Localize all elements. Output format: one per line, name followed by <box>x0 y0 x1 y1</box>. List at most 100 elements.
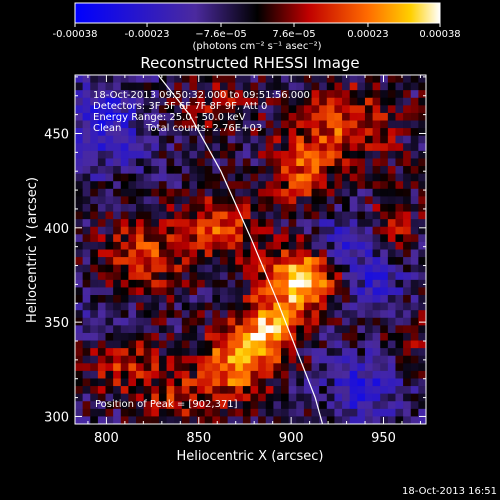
heatmap-pixel <box>242 393 251 402</box>
heatmap-pixel <box>364 340 373 349</box>
heatmap-pixel <box>403 295 412 304</box>
heatmap-pixel <box>296 378 305 387</box>
heatmap-pixel <box>273 211 282 220</box>
heatmap-pixel <box>357 393 366 402</box>
heatmap-pixel <box>158 378 167 387</box>
heatmap-pixel <box>90 332 99 341</box>
heatmap-pixel <box>143 166 152 175</box>
heatmap-pixel <box>319 143 328 152</box>
heatmap-pixel <box>219 241 229 250</box>
heatmap-pixel <box>395 158 404 167</box>
heatmap-pixel <box>380 264 389 273</box>
heatmap-pixel <box>242 264 251 273</box>
heatmap-pixel <box>250 173 259 182</box>
heatmap-pixel <box>204 279 213 288</box>
heatmap-pixel <box>151 173 160 182</box>
heatmap-pixel <box>288 287 297 296</box>
heatmap-pixel <box>128 408 137 417</box>
heatmap-pixel <box>166 279 175 288</box>
heatmap-pixel <box>120 120 129 129</box>
heatmap-pixel <box>334 226 343 235</box>
heatmap-pixel <box>403 181 412 190</box>
heatmap-pixel <box>235 302 244 311</box>
annotation-detectors: Detectors: 3F 5F 6F 7F 8F 9F, Att 0 <box>93 101 267 112</box>
heatmap-pixel <box>342 302 351 311</box>
heatmap-pixel <box>410 90 419 99</box>
heatmap-pixel <box>105 355 114 364</box>
heatmap-pixel <box>380 272 389 281</box>
heatmap-pixel <box>136 378 145 387</box>
heatmap-pixel <box>97 105 106 114</box>
heatmap-pixel <box>410 295 419 304</box>
x-axis: 800 850 900 950 <box>87 75 421 446</box>
heatmap-pixel <box>273 112 282 121</box>
heatmap-pixel <box>82 203 91 212</box>
heatmap-pixel <box>288 226 297 235</box>
heatmap-pixel <box>395 97 404 106</box>
heatmap-pixel <box>380 211 389 220</box>
heatmap-pixel <box>250 370 259 379</box>
heatmap-pixel <box>174 150 183 159</box>
heatmap-pixel <box>372 105 381 114</box>
heatmap-pixel <box>250 120 259 129</box>
heatmap-pixel <box>105 82 114 91</box>
heatmap-pixel <box>364 166 373 175</box>
heatmap-pixel <box>380 97 389 106</box>
heatmap-pixel <box>380 105 389 114</box>
heatmap-pixel <box>250 257 259 266</box>
heatmap-pixel <box>281 181 290 190</box>
heatmap-pixel <box>242 166 251 175</box>
heatmap-pixel <box>395 173 404 182</box>
heatmap-pixel <box>334 173 343 182</box>
heatmap-pixel <box>82 90 91 99</box>
heatmap-pixel <box>334 332 343 341</box>
heatmap-pixel <box>281 150 290 159</box>
heatmap-pixel <box>372 196 381 205</box>
heatmap-pixel <box>75 325 84 334</box>
heatmap-pixel <box>189 82 198 91</box>
heatmap-pixel <box>143 234 152 243</box>
heatmap-pixel <box>227 211 236 220</box>
heatmap-pixel <box>387 219 396 228</box>
heatmap-pixel <box>349 272 358 281</box>
heatmap-pixel <box>242 211 251 220</box>
heatmap-pixel <box>403 226 412 235</box>
heatmap-pixel <box>235 393 244 402</box>
heatmap-pixel <box>273 416 282 424</box>
heatmap-pixel <box>250 219 259 228</box>
heatmap-pixel <box>181 173 190 182</box>
heatmap-pixel <box>174 393 183 402</box>
heatmap-pixel <box>143 120 152 129</box>
heatmap-pixel <box>197 135 206 144</box>
heatmap-pixel <box>212 272 221 281</box>
heatmap-pixel <box>158 241 167 250</box>
heatmap-pixel <box>250 203 259 212</box>
heatmap-pixel <box>319 181 328 190</box>
heatmap-pixel <box>326 120 335 129</box>
heatmap-pixel <box>349 302 358 311</box>
heatmap-pixel <box>105 226 114 235</box>
heatmap-pixel <box>197 234 206 243</box>
heatmap-pixel <box>334 120 343 129</box>
heatmap-pixel <box>296 279 305 288</box>
heatmap-pixel <box>303 234 312 243</box>
heatmap-pixel <box>357 378 366 387</box>
heatmap-pixel <box>387 120 396 129</box>
heatmap-pixel <box>151 181 160 190</box>
heatmap-pixel <box>204 393 213 402</box>
heatmap-pixel <box>387 378 396 387</box>
heatmap-pixel <box>250 90 259 99</box>
heatmap-pixel <box>197 112 206 121</box>
heatmap-pixel <box>242 90 251 99</box>
heatmap-pixel <box>204 112 213 121</box>
heatmap-pixel <box>227 378 236 387</box>
heatmap-pixel <box>197 355 206 364</box>
heatmap-pixel <box>166 325 175 334</box>
heatmap-pixel <box>387 211 396 220</box>
heatmap-pixel <box>227 120 236 129</box>
heatmap-pixel <box>120 188 129 197</box>
heatmap-pixel <box>303 105 312 114</box>
heatmap-pixel <box>258 355 267 364</box>
heatmap-pixel <box>143 75 152 83</box>
heatmap-pixel <box>418 97 426 106</box>
